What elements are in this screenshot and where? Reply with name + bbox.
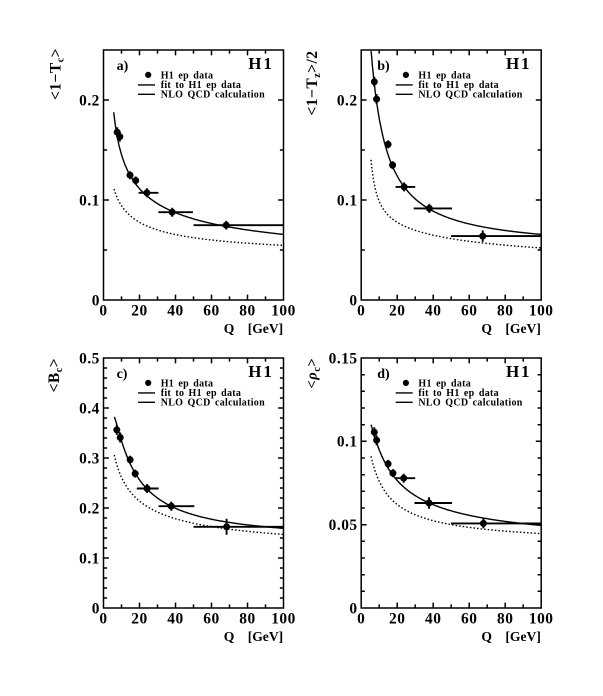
svg-text:Q: Q [481,321,492,336]
svg-text:20: 20 [389,610,405,627]
svg-text:0: 0 [349,600,357,617]
svg-text:60: 60 [203,302,219,319]
svg-text:0: 0 [99,302,107,319]
svg-text:0: 0 [349,292,357,309]
svg-text:0.05: 0.05 [329,517,358,534]
svg-text:d): d) [377,367,390,382]
svg-text:100: 100 [529,610,554,627]
svg-text:H1: H1 [506,54,531,73]
svg-text:80: 80 [239,302,255,319]
svg-text:0.1: 0.1 [79,192,100,209]
svg-text:H1 ep data: H1 ep data [161,70,214,81]
svg-text:20: 20 [389,302,405,319]
svg-text:0.2: 0.2 [79,92,100,109]
svg-text:H1: H1 [248,362,273,381]
svg-text:0.1: 0.1 [337,192,358,209]
svg-text:NLO QCD calculation: NLO QCD calculation [161,89,265,100]
svg-text:fit to H1 ep data: fit to H1 ep data [161,388,242,399]
svg-text:0.5: 0.5 [79,350,100,367]
svg-text:<Bc>: <Bc> [46,358,65,392]
svg-text:40: 40 [425,610,441,627]
svg-text:60: 60 [461,302,477,319]
svg-text:fit to H1 ep data: fit to H1 ep data [161,80,242,91]
svg-text:fit to H1 ep data: fit to H1 ep data [418,80,499,91]
svg-text:Q: Q [224,629,235,644]
svg-text:H1: H1 [506,362,531,381]
svg-text:H1 ep data: H1 ep data [161,378,214,389]
svg-text:H1 ep data: H1 ep data [418,70,471,81]
svg-text:a): a) [117,59,129,74]
svg-text:[GeV]: [GeV] [505,321,540,336]
svg-text:<1−Tz>/2: <1−Tz>/2 [304,50,323,115]
svg-text:0: 0 [92,600,100,617]
svg-text:40: 40 [167,610,183,627]
svg-text:NLO QCD calculation: NLO QCD calculation [418,397,522,408]
svg-text:c): c) [117,367,128,382]
svg-text:0.1: 0.1 [79,550,100,567]
svg-text:[GeV]: [GeV] [505,629,540,644]
svg-text:20: 20 [131,610,147,627]
svg-text:0: 0 [357,610,365,627]
svg-text:0: 0 [357,302,365,319]
svg-text:<1−Tc>: <1−Tc> [48,48,67,100]
svg-text:0: 0 [92,292,100,309]
svg-text:20: 20 [131,302,147,319]
svg-text:100: 100 [271,302,296,319]
svg-text:0.4: 0.4 [79,400,100,417]
svg-text:100: 100 [271,610,296,627]
svg-text:0.2: 0.2 [337,92,358,109]
svg-text:[GeV]: [GeV] [248,321,283,336]
svg-text:40: 40 [167,302,183,319]
svg-text:80: 80 [497,302,513,319]
svg-text:b): b) [377,59,390,74]
svg-text:[GeV]: [GeV] [248,629,283,644]
svg-text:100: 100 [529,302,554,319]
svg-text:40: 40 [425,302,441,319]
svg-text:<ρc>: <ρc> [304,358,323,389]
svg-text:fit to H1 ep data: fit to H1 ep data [418,388,499,399]
svg-text:Q: Q [481,629,492,644]
svg-text:NLO QCD calculation: NLO QCD calculation [161,397,265,408]
svg-text:Q: Q [224,321,235,336]
svg-text:60: 60 [203,610,219,627]
svg-text:0.3: 0.3 [79,450,100,467]
svg-text:0.1: 0.1 [337,434,358,451]
svg-text:60: 60 [461,610,477,627]
svg-text:0.15: 0.15 [329,350,358,367]
svg-text:H1: H1 [248,54,273,73]
svg-text:0: 0 [99,610,107,627]
svg-text:0.2: 0.2 [79,500,100,517]
svg-text:NLO QCD calculation: NLO QCD calculation [418,89,522,100]
svg-text:80: 80 [497,610,513,627]
svg-text:H1 ep data: H1 ep data [418,378,471,389]
svg-text:80: 80 [239,610,255,627]
